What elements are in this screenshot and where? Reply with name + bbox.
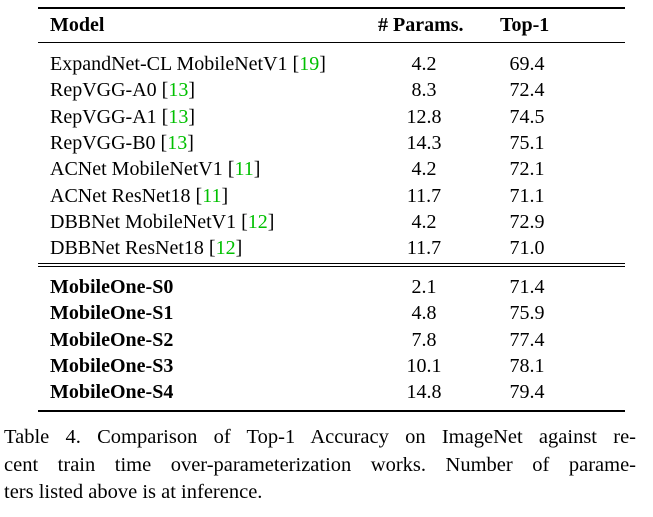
cite-number: 11 — [234, 158, 254, 181]
params-cell: 4.2 — [411, 158, 437, 181]
params-cell: 2.1 — [411, 276, 437, 298]
cite-number: 13 — [168, 79, 189, 102]
model-cell: MobileOne-S4 — [50, 380, 173, 404]
model-cell: ExpandNet-CL MobileNetV1 [19] — [50, 52, 326, 76]
model-cell: DBBNet ResNet18 [12] — [50, 236, 242, 260]
params-cell: 8.3 — [411, 79, 437, 102]
model-cell: RepVGG-A1 [13] — [50, 105, 195, 129]
cite-bracket: [ — [195, 184, 203, 207]
model-name: ExpandNet-CL MobileNetV1 — [50, 53, 288, 75]
cite-number: 13 — [168, 105, 189, 128]
top1-cell: 71.4 — [509, 276, 545, 298]
model-name: MobileOne-S0 — [50, 276, 174, 298]
top1-cell: 72.1 — [509, 158, 545, 181]
model-name: RepVGG-A0 — [50, 79, 157, 102]
cite-bracket: [ — [161, 79, 169, 102]
model-cell: RepVGG-B0 [13] — [50, 131, 194, 155]
cite-bracket: ] — [267, 210, 275, 233]
cite-number: 11 — [202, 184, 222, 207]
params-cell: 4.2 — [411, 210, 437, 233]
params-cell: 11.7 — [406, 237, 442, 260]
model-name: ACNet MobileNetV1 — [50, 158, 223, 181]
cite-bracket: [ — [208, 237, 216, 260]
model-name: MobileOne-S2 — [50, 328, 174, 351]
top1-cell: 77.4 — [509, 328, 545, 351]
header-rule — [38, 42, 625, 43]
model-name: RepVGG-A1 — [50, 105, 157, 128]
cite-bracket: [ — [241, 210, 248, 233]
caption-line: cent train time over-parameterization wo… — [4, 453, 636, 476]
top1-cell: 71.1 — [509, 184, 545, 207]
cite-bracket: ] — [187, 131, 194, 154]
header-cell: # Params. — [378, 14, 464, 36]
cite-bracket: [ — [227, 158, 235, 181]
cite-bracket: ] — [221, 184, 229, 207]
params-cell: 12.8 — [406, 105, 442, 128]
params-cell: 7.8 — [411, 328, 437, 351]
cite-number: 13 — [167, 131, 188, 154]
cite-number: 12 — [215, 237, 236, 260]
model-name: RepVGG-B0 — [50, 131, 156, 154]
top1-cell: 72.9 — [509, 210, 545, 233]
params-cell: 4.8 — [411, 302, 437, 325]
cite-bracket: [ — [160, 131, 168, 154]
model-cell: MobileOne-S1 — [50, 301, 173, 325]
params-cell: 4.2 — [411, 53, 437, 75]
cite-bracket: ] — [188, 105, 195, 128]
cite-bracket: ] — [253, 158, 261, 181]
cite-bracket: [ — [292, 53, 300, 75]
group-rule — [38, 266, 625, 267]
model-cell: ACNet ResNet18 [11] — [50, 184, 228, 208]
model-name: ACNet ResNet18 — [50, 184, 191, 207]
model-cell: RepVGG-A0 [13] — [50, 78, 195, 102]
model-cell: MobileOne-S3 — [50, 354, 173, 378]
model-cell: MobileOne-S2 — [50, 328, 173, 352]
params-cell: 10.1 — [406, 354, 442, 377]
model-name: DBBNet ResNet18 — [50, 237, 204, 260]
model-name: DBBNet MobileNetV1 — [50, 210, 237, 233]
top1-cell: 79.4 — [509, 381, 545, 404]
model-cell: ACNet MobileNetV1 [11] — [50, 157, 260, 181]
header-cell: Top-1 — [500, 14, 550, 36]
cite-bracket: ] — [188, 79, 195, 102]
top1-cell: 75.9 — [509, 302, 545, 325]
top1-cell: 74.5 — [509, 105, 545, 128]
model-cell: MobileOne-S0 — [50, 275, 173, 299]
caption-line: ters listed above is at inference. — [4, 481, 263, 503]
params-cell: 14.8 — [406, 381, 442, 404]
top1-cell: 69.4 — [509, 53, 545, 75]
model-cell: DBBNet MobileNetV1 [12] — [50, 210, 274, 234]
cite-bracket: ] — [235, 237, 243, 260]
top1-cell: 75.1 — [509, 131, 545, 154]
cite-number: 12 — [247, 210, 268, 233]
caption-line: Table 4. Comparison of Top-1 Accuracy on… — [4, 426, 636, 448]
bottom-rule — [38, 410, 625, 412]
cite-number: 19 — [299, 53, 320, 75]
model-name: MobileOne-S3 — [50, 354, 174, 377]
top1-cell: 72.4 — [509, 79, 545, 102]
model-name: MobileOne-S1 — [50, 302, 174, 325]
cite-bracket: ] — [319, 53, 326, 75]
params-cell: 11.7 — [406, 184, 442, 207]
top1-cell: 78.1 — [509, 354, 545, 377]
cite-bracket: [ — [161, 105, 169, 128]
top-rule — [38, 7, 625, 9]
header-cell: Model — [50, 14, 105, 36]
group-rule — [38, 263, 625, 264]
model-name: MobileOne-S4 — [50, 381, 174, 404]
params-cell: 14.3 — [406, 131, 442, 154]
top1-cell: 71.0 — [509, 237, 545, 260]
